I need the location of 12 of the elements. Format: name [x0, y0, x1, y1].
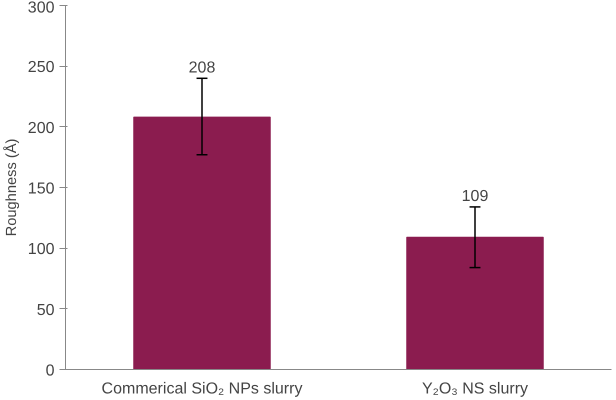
- x-tick-label: Y₂O₃ NS slurry: [422, 380, 528, 398]
- data-label: 208: [188, 59, 216, 76]
- y-tick-label: 0: [46, 362, 55, 380]
- data-label: 109: [462, 188, 488, 205]
- y-tick-label: 300: [28, 0, 55, 16]
- y-tick-label: 250: [28, 59, 55, 76]
- y-tick-label: 200: [28, 120, 55, 137]
- y-tick-label: 100: [28, 241, 55, 258]
- y-tick-label: 150: [28, 180, 55, 198]
- y-tick-label: 50: [36, 302, 55, 319]
- y-axis-title: Roughness (Å): [2, 138, 20, 236]
- x-tick-label: Commerical SiO₂ NPs slurry: [102, 380, 302, 398]
